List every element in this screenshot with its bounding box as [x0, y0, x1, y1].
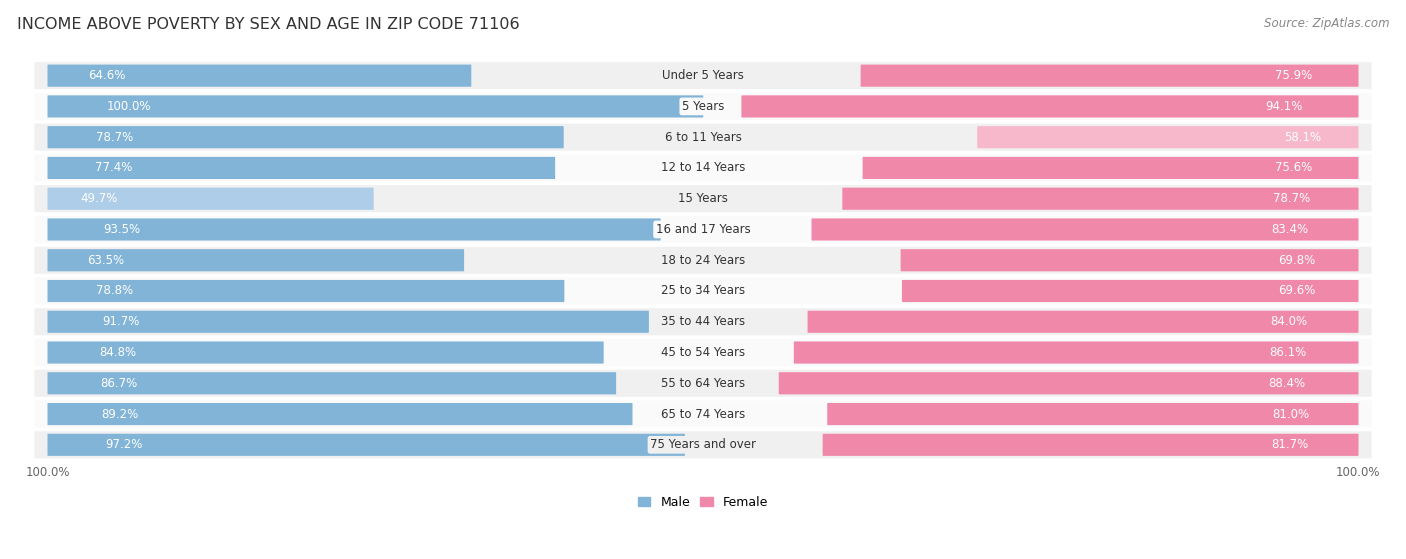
FancyBboxPatch shape: [48, 65, 471, 87]
Text: 45 to 54 Years: 45 to 54 Years: [661, 346, 745, 359]
FancyBboxPatch shape: [807, 311, 1358, 333]
Text: 6 to 11 Years: 6 to 11 Years: [665, 131, 741, 144]
FancyBboxPatch shape: [34, 400, 1372, 428]
Text: 88.4%: 88.4%: [1268, 377, 1305, 390]
FancyBboxPatch shape: [811, 219, 1358, 240]
FancyBboxPatch shape: [48, 280, 564, 302]
FancyBboxPatch shape: [48, 249, 464, 271]
Text: Under 5 Years: Under 5 Years: [662, 69, 744, 82]
Text: 78.8%: 78.8%: [96, 285, 132, 297]
Text: Source: ZipAtlas.com: Source: ZipAtlas.com: [1264, 17, 1389, 30]
FancyBboxPatch shape: [34, 154, 1372, 182]
Text: INCOME ABOVE POVERTY BY SEX AND AGE IN ZIP CODE 71106: INCOME ABOVE POVERTY BY SEX AND AGE IN Z…: [17, 17, 519, 32]
FancyBboxPatch shape: [863, 157, 1358, 179]
Text: 81.0%: 81.0%: [1272, 408, 1309, 420]
FancyBboxPatch shape: [34, 62, 1372, 89]
FancyBboxPatch shape: [34, 308, 1372, 335]
FancyBboxPatch shape: [48, 188, 374, 210]
Text: 100.0%: 100.0%: [107, 100, 152, 113]
FancyBboxPatch shape: [827, 403, 1358, 425]
Text: 75 Years and over: 75 Years and over: [650, 438, 756, 451]
Text: 15 Years: 15 Years: [678, 192, 728, 205]
FancyBboxPatch shape: [48, 126, 564, 148]
Text: 83.4%: 83.4%: [1271, 223, 1308, 236]
FancyBboxPatch shape: [860, 65, 1358, 87]
FancyBboxPatch shape: [34, 277, 1372, 305]
FancyBboxPatch shape: [794, 342, 1358, 363]
Text: 63.5%: 63.5%: [87, 254, 125, 267]
Text: 5 Years: 5 Years: [682, 100, 724, 113]
Text: 58.1%: 58.1%: [1284, 131, 1322, 144]
FancyBboxPatch shape: [48, 403, 633, 425]
Text: 35 to 44 Years: 35 to 44 Years: [661, 315, 745, 328]
FancyBboxPatch shape: [901, 280, 1358, 302]
Text: 78.7%: 78.7%: [1274, 192, 1310, 205]
Text: 84.8%: 84.8%: [98, 346, 136, 359]
Text: 16 and 17 Years: 16 and 17 Years: [655, 223, 751, 236]
FancyBboxPatch shape: [34, 247, 1372, 274]
Text: 75.9%: 75.9%: [1275, 69, 1312, 82]
Text: 55 to 64 Years: 55 to 64 Years: [661, 377, 745, 390]
FancyBboxPatch shape: [48, 311, 650, 333]
Text: 25 to 34 Years: 25 to 34 Years: [661, 285, 745, 297]
Text: 100.0%: 100.0%: [25, 466, 70, 479]
Text: 100.0%: 100.0%: [1336, 466, 1381, 479]
Text: 77.4%: 77.4%: [94, 162, 132, 174]
Text: 89.2%: 89.2%: [101, 408, 138, 420]
FancyBboxPatch shape: [34, 124, 1372, 151]
Text: 86.1%: 86.1%: [1270, 346, 1306, 359]
FancyBboxPatch shape: [823, 434, 1358, 456]
FancyBboxPatch shape: [34, 185, 1372, 212]
Text: 81.7%: 81.7%: [1271, 438, 1309, 451]
FancyBboxPatch shape: [48, 157, 555, 179]
FancyBboxPatch shape: [34, 369, 1372, 397]
Text: 94.1%: 94.1%: [1265, 100, 1302, 113]
Text: 69.8%: 69.8%: [1278, 254, 1315, 267]
Text: 86.7%: 86.7%: [100, 377, 136, 390]
Text: 84.0%: 84.0%: [1271, 315, 1308, 328]
Legend: Male, Female: Male, Female: [633, 491, 773, 514]
FancyBboxPatch shape: [34, 216, 1372, 243]
FancyBboxPatch shape: [48, 219, 661, 240]
FancyBboxPatch shape: [48, 342, 603, 363]
FancyBboxPatch shape: [48, 434, 685, 456]
Text: 93.5%: 93.5%: [103, 223, 141, 236]
Text: 12 to 14 Years: 12 to 14 Years: [661, 162, 745, 174]
Text: 64.6%: 64.6%: [89, 69, 125, 82]
FancyBboxPatch shape: [34, 339, 1372, 366]
FancyBboxPatch shape: [741, 96, 1358, 117]
Text: 97.2%: 97.2%: [105, 438, 142, 451]
Text: 75.6%: 75.6%: [1275, 162, 1312, 174]
FancyBboxPatch shape: [48, 372, 616, 394]
Text: 65 to 74 Years: 65 to 74 Years: [661, 408, 745, 420]
FancyBboxPatch shape: [779, 372, 1358, 394]
Text: 49.7%: 49.7%: [80, 192, 118, 205]
Text: 78.7%: 78.7%: [96, 131, 132, 144]
Text: 91.7%: 91.7%: [103, 315, 139, 328]
Text: 69.6%: 69.6%: [1278, 285, 1315, 297]
FancyBboxPatch shape: [842, 188, 1358, 210]
FancyBboxPatch shape: [34, 432, 1372, 458]
FancyBboxPatch shape: [901, 249, 1358, 271]
Text: 18 to 24 Years: 18 to 24 Years: [661, 254, 745, 267]
FancyBboxPatch shape: [48, 96, 703, 117]
FancyBboxPatch shape: [977, 126, 1358, 148]
FancyBboxPatch shape: [34, 93, 1372, 120]
